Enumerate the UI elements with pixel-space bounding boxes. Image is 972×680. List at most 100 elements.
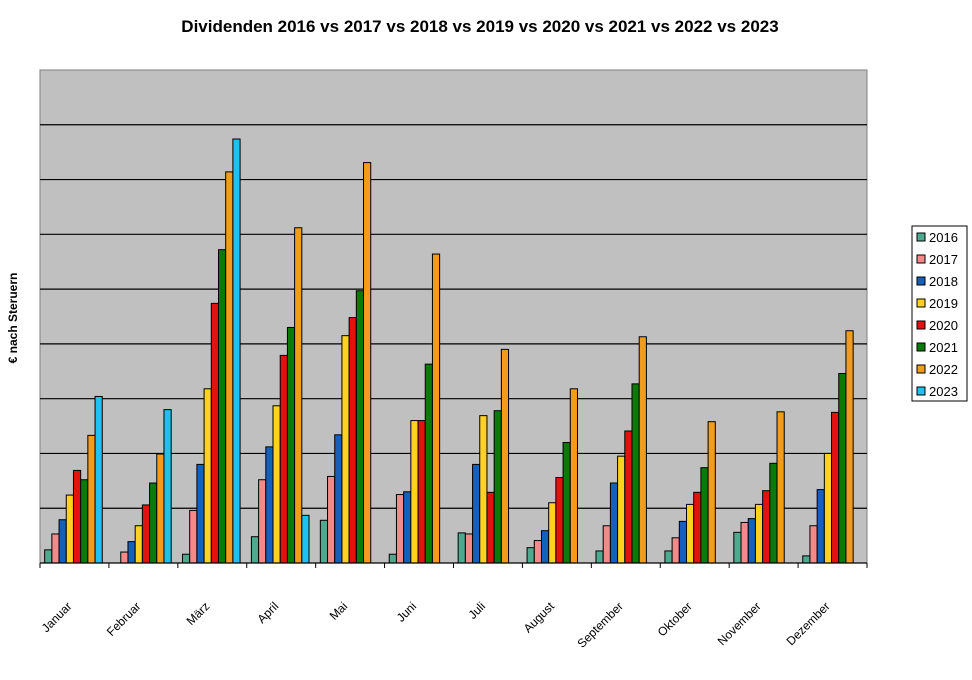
bar-2016-Dezember <box>802 555 811 564</box>
bar-2016-April <box>250 536 260 564</box>
legend-label-2019: 2019 <box>929 296 958 311</box>
bar-2022-September <box>638 336 647 564</box>
bar-2018-Juni <box>403 491 412 564</box>
bar-2017-Juni <box>395 494 405 564</box>
bar-2020-Februar <box>141 504 151 564</box>
bar-2020-Juni <box>417 420 426 564</box>
bar-2020-März <box>210 302 219 564</box>
legend-label-2016: 2016 <box>929 230 958 245</box>
bar-2018-Mai <box>334 434 343 564</box>
bar-2023-April <box>301 514 310 564</box>
x-tick-label: Dezember <box>784 599 833 648</box>
bar-2019-Juli <box>479 415 488 564</box>
bar-2019-November <box>754 503 764 564</box>
bar-2018-Oktober <box>678 520 688 564</box>
bar-2017-April <box>258 479 267 564</box>
bar-2019-Mai <box>341 335 350 564</box>
bar-2021-November <box>769 462 778 564</box>
bar-2020-September <box>624 430 633 564</box>
bar-2019-März <box>203 388 212 564</box>
legend-swatch-2021 <box>916 342 926 352</box>
bar-2022-Dezember <box>845 330 854 564</box>
bar-2022-Januar <box>87 434 96 564</box>
legend-swatch-2016 <box>916 232 926 242</box>
bar-2021-März <box>217 249 227 564</box>
x-tick-label: August <box>521 599 558 636</box>
legend-swatch-2023 <box>916 386 926 396</box>
bar-2016-November <box>733 531 742 564</box>
bar-2020-Dezember <box>831 411 840 564</box>
bar-2021-Februar <box>149 482 158 564</box>
legend-label-2017: 2017 <box>929 252 958 267</box>
bar-2022-Juli <box>500 348 510 564</box>
bar-2018-Juli <box>472 463 481 564</box>
bar-2019-Oktober <box>686 503 695 564</box>
bar-2022-Mai <box>363 162 372 564</box>
bar-2017-Dezember <box>809 525 818 564</box>
bar-2021-Januar <box>80 479 89 564</box>
bar-2016-August <box>526 547 535 564</box>
legend-label-2023: 2023 <box>929 384 958 399</box>
bar-2018-Februar <box>127 541 136 564</box>
bar-2016-Mai <box>319 519 329 564</box>
bar-2019-April <box>272 405 281 564</box>
bar-2016-Juli <box>457 532 466 564</box>
bar-2022-August <box>569 388 578 564</box>
legend-swatch-2019 <box>916 298 926 308</box>
bar-2019-Februar <box>134 525 143 564</box>
bar-2016-Oktober <box>664 550 673 564</box>
bar-2022-April <box>294 227 303 564</box>
bar-2016-März <box>181 553 191 564</box>
bar-2019-Dezember <box>823 452 833 564</box>
x-tick-label: Februar <box>104 599 144 639</box>
legend-swatch-2018 <box>916 276 926 286</box>
bar-2020-August <box>555 477 564 564</box>
bar-2023-Februar <box>163 409 172 564</box>
bar-2017-März <box>189 509 198 564</box>
bar-2023-Januar <box>94 395 103 564</box>
bar-2016-Januar <box>44 549 53 564</box>
bar-2021-Juli <box>493 410 502 564</box>
bar-2017-August <box>533 540 542 564</box>
bar-2018-Dezember <box>816 489 825 564</box>
bar-2017-Juli <box>464 533 474 564</box>
bar-2017-November <box>740 521 749 564</box>
legend-label-2022: 2022 <box>929 362 958 377</box>
bar-2021-Juni <box>424 363 433 564</box>
x-tick-label: Mai <box>327 599 351 623</box>
y-axis-label: € nach Steruern <box>6 273 20 364</box>
bar-2021-Oktober <box>700 467 709 564</box>
bar-2020-Mai <box>348 317 357 564</box>
chart-title: Dividenden 2016 vs 2017 vs 2018 vs 2019 … <box>181 17 778 36</box>
x-tick-label: April <box>254 599 281 626</box>
x-tick-label: September <box>575 599 626 650</box>
bar-2017-Januar <box>51 533 60 564</box>
bar-2017-Mai <box>327 475 336 564</box>
bar-2021-September <box>631 383 640 564</box>
bar-2023-März <box>232 138 241 564</box>
bar-2017-Februar <box>120 551 129 564</box>
bar-2021-Dezember <box>838 372 847 564</box>
x-tick-label: Oktober <box>655 599 695 639</box>
plot-area <box>39 69 868 564</box>
bar-2021-Mai <box>355 290 365 564</box>
bar-2020-April <box>279 354 288 564</box>
bar-2022-November <box>776 411 785 564</box>
bar-2017-Oktober <box>671 537 680 564</box>
bar-2022-Oktober <box>707 421 716 564</box>
bar-2019-Januar <box>65 494 74 564</box>
bar-2016-September <box>595 550 604 564</box>
bar-2016-Juni <box>388 553 397 564</box>
x-tick-label: März <box>184 599 213 628</box>
legend: 2016 2017 2018 2019 2020 2021 2022 2023 <box>911 225 968 402</box>
legend-label-2021: 2021 <box>929 340 958 355</box>
bar-2020-November <box>762 490 771 564</box>
bar-2020-Oktober <box>693 491 702 564</box>
x-tick-label: Juni <box>394 599 419 624</box>
bar-2022-Juni <box>431 253 441 564</box>
legend-label-2018: 2018 <box>929 274 958 289</box>
x-tick-label: Juli <box>465 599 488 622</box>
legend-label-2020: 2020 <box>929 318 958 333</box>
bar-2020-Januar <box>72 469 82 564</box>
